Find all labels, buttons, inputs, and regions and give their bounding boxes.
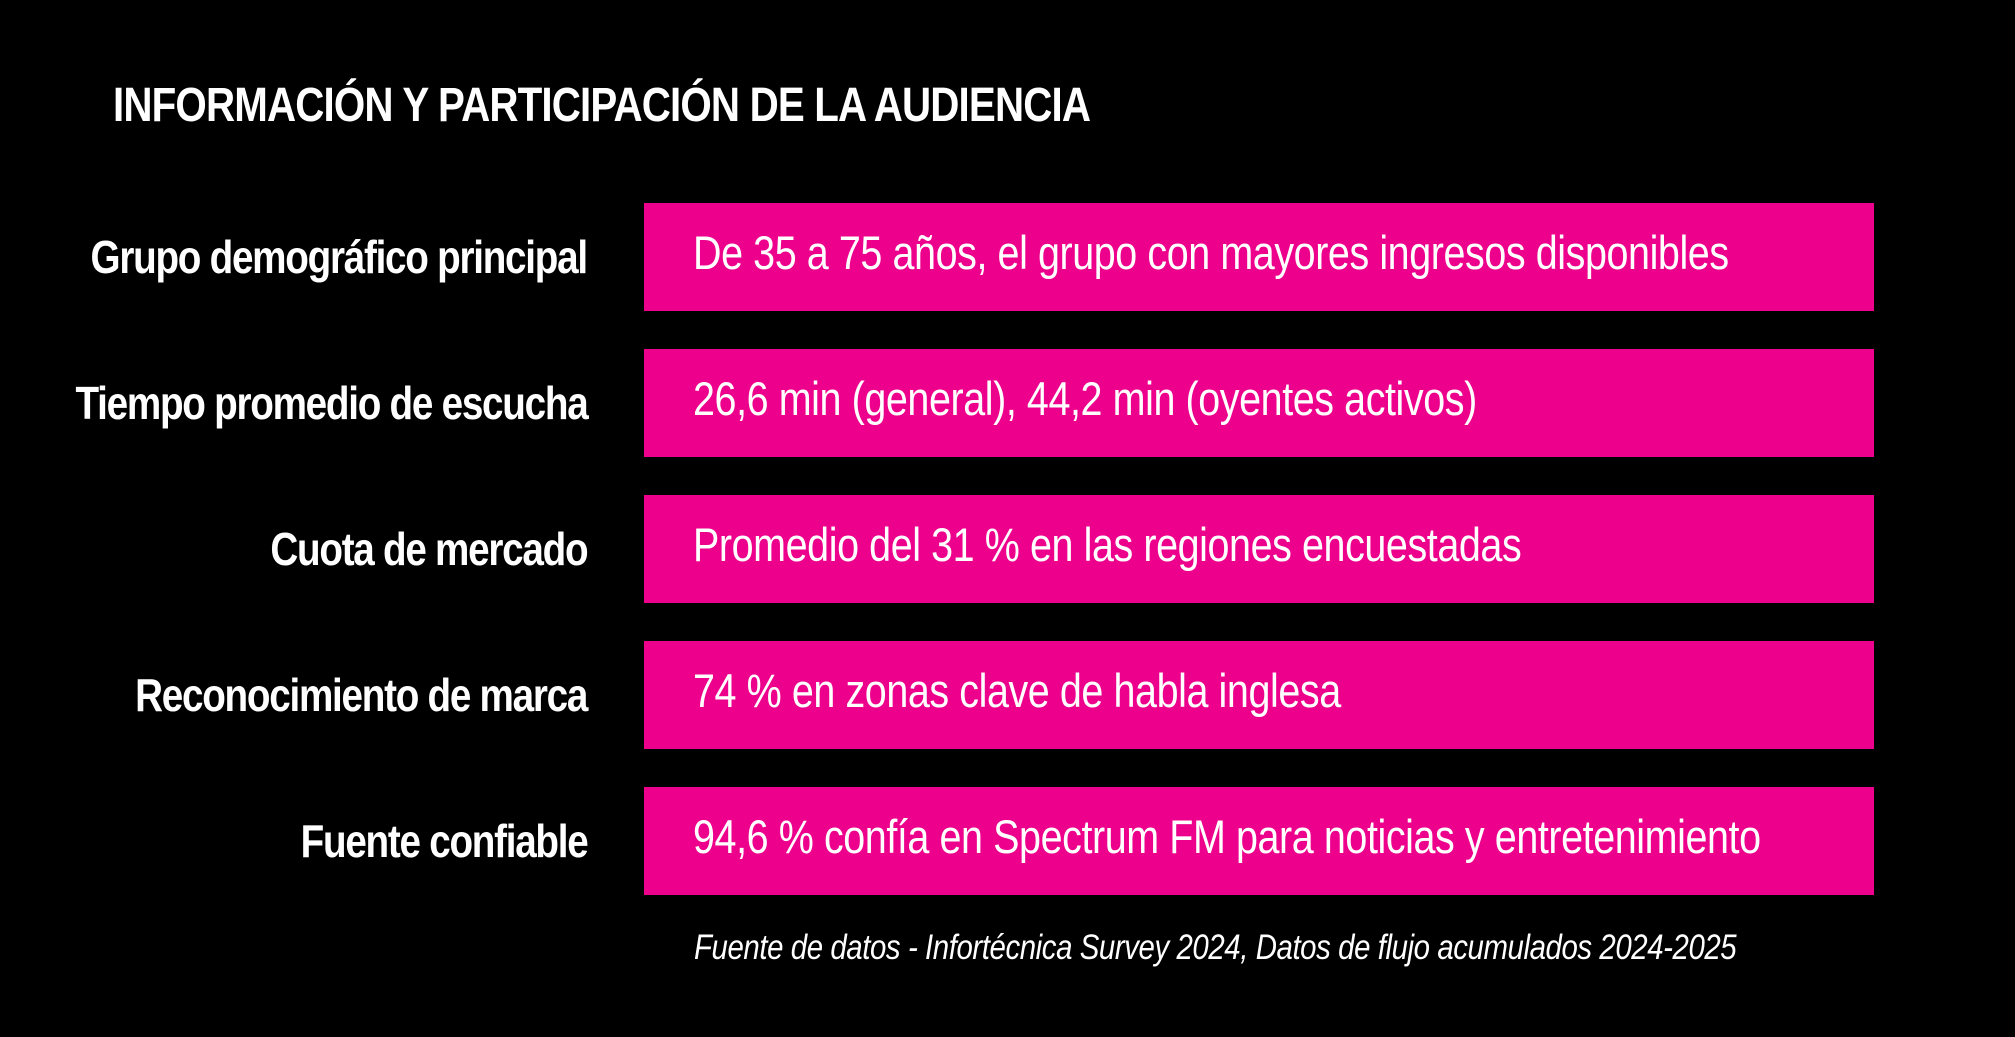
info-row-demographic: Grupo demográfico principal De 35 a 75 a… <box>0 203 2015 311</box>
row-value-box: 94,6 % confía en Spectrum FM para notici… <box>644 787 1874 895</box>
info-row-market-share: Cuota de mercado Promedio del 31 % en la… <box>0 495 2015 603</box>
row-value-box: 26,6 min (general), 44,2 min (oyentes ac… <box>644 349 1874 457</box>
info-row-trusted-source: Fuente confiable 94,6 % confía en Spectr… <box>0 787 2015 895</box>
source-footnote: Fuente de datos - Infortécnica Survey 20… <box>694 928 1737 967</box>
row-value: Promedio del 31 % en las regiones encues… <box>693 518 1522 571</box>
row-value: 74 % en zonas clave de habla inglesa <box>693 664 1341 717</box>
row-value-box: 74 % en zonas clave de habla inglesa <box>644 641 1874 749</box>
page-title: INFORMACIÓN Y PARTICIPACIÓN DE LA AUDIEN… <box>113 79 1091 132</box>
row-value: 26,6 min (general), 44,2 min (oyentes ac… <box>693 372 1477 425</box>
row-label: Grupo demográfico principal <box>90 231 589 283</box>
row-label: Tiempo promedio de escucha <box>75 377 588 429</box>
row-value-box: Promedio del 31 % en las regiones encues… <box>644 495 1874 603</box>
info-row-brand-recognition: Reconocimiento de marca 74 % en zonas cl… <box>0 641 2015 749</box>
row-label: Cuota de mercado <box>270 523 588 575</box>
row-value: 94,6 % confía en Spectrum FM para notici… <box>693 810 1761 863</box>
row-value: De 35 a 75 años, el grupo con mayores in… <box>693 226 1729 279</box>
audience-info-table: Grupo demográfico principal De 35 a 75 a… <box>0 203 2015 933</box>
row-label: Reconocimiento de marca <box>134 669 588 721</box>
row-value-box: De 35 a 75 años, el grupo con mayores in… <box>644 203 1874 311</box>
row-label: Fuente confiable <box>300 815 588 867</box>
info-row-listening-time: Tiempo promedio de escucha 26,6 min (gen… <box>0 349 2015 457</box>
